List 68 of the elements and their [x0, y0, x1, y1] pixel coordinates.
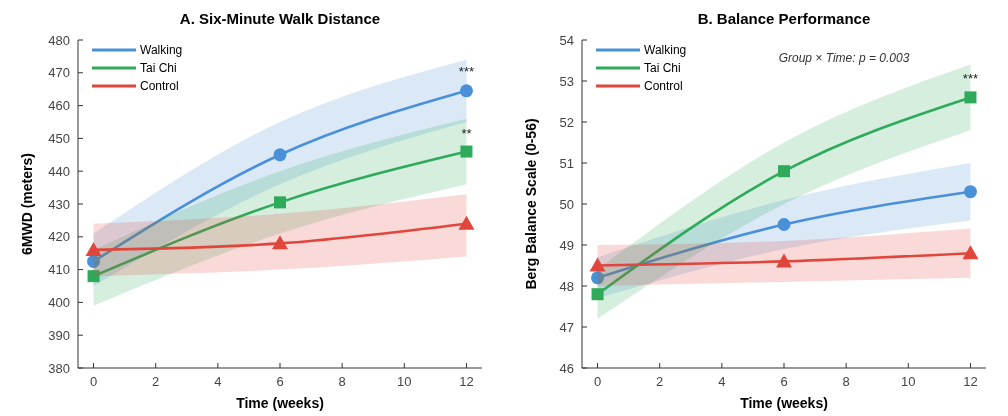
- legend-label: Control: [644, 79, 683, 94]
- x-tick-label: 4: [718, 374, 726, 389]
- x-tick-label: 8: [338, 374, 346, 389]
- legend-label: Walking: [140, 43, 183, 58]
- annotation: ***: [458, 64, 475, 80]
- legend-label: Control: [140, 79, 179, 94]
- y-tick-label: 390: [48, 327, 70, 343]
- legend-label: Tai Chi: [644, 61, 681, 76]
- x-tick-label: 2: [152, 374, 160, 389]
- point: [591, 288, 604, 301]
- y-tick-label: 52: [559, 114, 574, 130]
- point: [459, 84, 473, 98]
- y-tick-label: 480: [48, 32, 70, 48]
- chart-title: B. Balance Performance: [697, 10, 871, 27]
- point: [777, 218, 791, 231]
- y-tick-label: 410: [48, 262, 70, 278]
- y-tick-label: 49: [559, 237, 574, 253]
- x-tick-label: 12: [963, 374, 978, 389]
- y-tick-label: 430: [48, 196, 70, 212]
- point: [272, 235, 288, 250]
- y-tick-label: 46: [559, 360, 574, 376]
- legend-label: Tai Chi: [140, 61, 177, 76]
- y-tick-label: 380: [48, 360, 70, 376]
- x-axis-title: Time (weeks): [740, 395, 828, 411]
- annotation: **: [461, 126, 472, 142]
- x-axis-title: Time (weeks): [236, 395, 324, 411]
- point: [87, 254, 101, 268]
- point: [274, 196, 286, 209]
- legend-label: Walking: [644, 43, 687, 58]
- y-tick-label: 450: [48, 130, 70, 146]
- x-tick-label: 2: [656, 374, 664, 389]
- chart-title: A. Six-Minute Walk Distance: [179, 10, 381, 27]
- point: [591, 271, 605, 285]
- point: [87, 270, 100, 283]
- y-tick-label: 47: [559, 319, 574, 335]
- y-axis-title: 6MWD (meters): [19, 153, 35, 255]
- y-tick-label: 400: [48, 294, 70, 310]
- y-tick-label: 470: [48, 65, 70, 81]
- point: [963, 185, 977, 199]
- y-axis-title: Berg Balance Scale (0-56): [523, 118, 539, 290]
- point: [778, 165, 790, 178]
- x-tick-label: 8: [842, 374, 850, 389]
- point: [460, 145, 473, 158]
- y-tick-label: 460: [48, 98, 70, 114]
- y-tick-label: 48: [559, 278, 574, 294]
- point: [273, 148, 287, 162]
- point: [964, 91, 977, 104]
- x-tick-label: 10: [901, 374, 916, 389]
- point: [589, 257, 606, 272]
- point: [458, 215, 475, 230]
- x-tick-label: 6: [276, 374, 284, 389]
- x-tick-label: 0: [89, 374, 98, 389]
- x-tick-label: 12: [459, 374, 474, 389]
- point: [776, 253, 792, 268]
- x-tick-label: 4: [214, 374, 222, 389]
- y-tick-label: 440: [48, 163, 70, 179]
- y-tick-label: 53: [559, 73, 574, 89]
- x-tick-label: 10: [397, 374, 412, 389]
- y-tick-label: 420: [48, 229, 70, 245]
- point: [85, 241, 102, 256]
- annotation: Group × Time: p = 0.003: [778, 51, 910, 65]
- x-tick-label: 0: [593, 374, 602, 389]
- annotation: ***: [962, 71, 979, 87]
- y-tick-label: 50: [559, 196, 574, 212]
- point: [962, 245, 979, 260]
- y-tick-label: 54: [559, 32, 574, 48]
- y-tick-label: 51: [559, 155, 574, 171]
- x-tick-label: 6: [780, 374, 788, 389]
